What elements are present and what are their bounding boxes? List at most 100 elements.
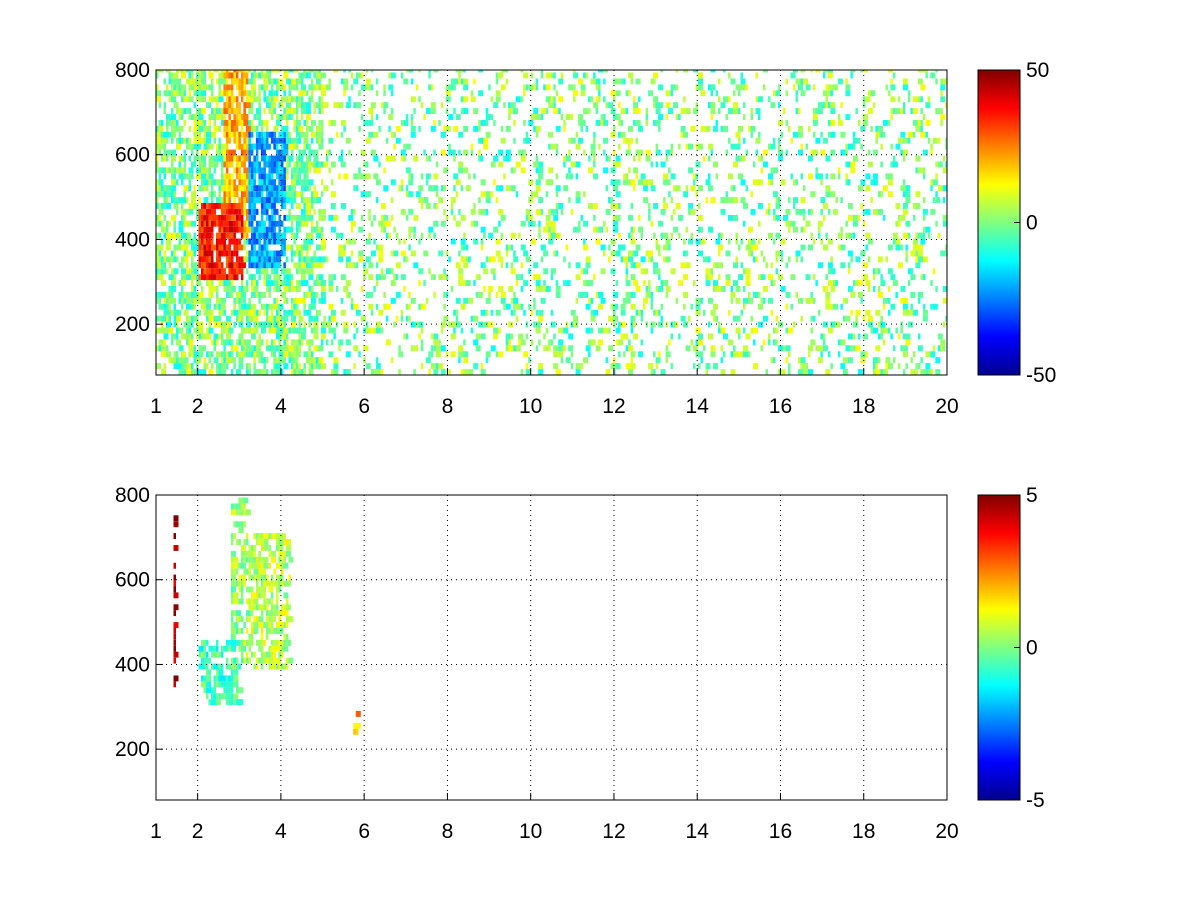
heatmap-cell — [625, 274, 629, 281]
heatmap-cell — [493, 102, 499, 109]
heatmap-cell — [817, 262, 823, 269]
heatmap-cell — [238, 286, 241, 292]
heatmap-cell — [208, 125, 211, 132]
heatmap-cell — [278, 167, 281, 174]
heatmap-cell — [633, 280, 639, 286]
heatmap-cell — [298, 256, 301, 263]
x-tick-label: 16 — [769, 395, 792, 418]
heatmap-cell — [235, 562, 239, 569]
heatmap-cell — [805, 363, 808, 369]
heatmap-cell — [925, 120, 931, 126]
heatmap-cell — [935, 161, 938, 168]
heatmap-cell — [892, 357, 896, 364]
heatmap-cell — [240, 120, 244, 126]
heatmap-cell — [243, 562, 246, 569]
heatmap-cell — [755, 72, 758, 79]
heatmap-cell — [285, 197, 291, 203]
heatmap-cell — [610, 238, 616, 245]
heatmap-cell — [220, 303, 226, 310]
heatmap-cell — [917, 191, 921, 198]
heatmap-cell — [348, 214, 354, 221]
heatmap-cell — [285, 191, 289, 198]
heatmap-cell — [215, 693, 219, 700]
heatmap-cell — [260, 639, 264, 646]
heatmap-cell — [173, 533, 176, 539]
heatmap-cell — [925, 131, 928, 138]
heatmap-cell — [186, 268, 189, 275]
heatmap-cell — [793, 131, 798, 138]
heatmap-cell — [235, 238, 239, 245]
heatmap-cell — [270, 574, 274, 581]
heatmap-cell — [635, 137, 639, 144]
heatmap-cell — [253, 574, 256, 581]
heatmap-cell — [790, 173, 793, 180]
heatmap-cell — [887, 309, 891, 316]
heatmap-cell — [255, 280, 259, 286]
heatmap-cell — [553, 363, 559, 369]
heatmap-cell — [800, 256, 803, 263]
heatmap-cell — [940, 345, 943, 352]
heatmap-cell — [573, 315, 579, 322]
heatmap-cell — [280, 645, 284, 652]
heatmap-cell — [198, 256, 201, 263]
heatmap-cell — [176, 120, 179, 126]
heatmap-cell — [917, 297, 921, 304]
heatmap-cell — [218, 84, 221, 91]
heatmap-cell — [523, 280, 529, 286]
heatmap-cell — [445, 250, 449, 257]
heatmap-cell — [315, 244, 321, 251]
heatmap-cell — [445, 274, 449, 281]
heatmap-cell — [250, 303, 256, 310]
heatmap-cell — [181, 232, 184, 239]
heatmap-cell — [753, 363, 758, 369]
heatmap-cell — [638, 309, 641, 316]
heatmap-cell — [318, 96, 321, 103]
heatmap-cell — [191, 333, 194, 340]
y-tick-label: 400 — [115, 228, 150, 251]
heatmap-cell — [375, 197, 379, 203]
heatmap-cell — [201, 244, 204, 251]
heatmap-cell — [373, 131, 379, 138]
heatmap-cell — [930, 179, 933, 186]
heatmap-cell — [308, 125, 314, 132]
heatmap-cell — [758, 220, 761, 227]
heatmap-cell — [845, 220, 848, 227]
heatmap-cell — [860, 297, 863, 304]
heatmap-cell — [500, 214, 506, 221]
heatmap-cell — [248, 315, 254, 322]
heatmap-cell — [775, 256, 778, 263]
heatmap-cell — [168, 357, 171, 364]
heatmap-cell — [932, 345, 936, 352]
heatmap-cell — [163, 102, 166, 109]
heatmap-cell — [805, 297, 811, 304]
heatmap-cell — [238, 699, 244, 706]
heatmap-cell — [193, 155, 199, 162]
heatmap-cell — [265, 280, 271, 286]
heatmap-cell — [308, 345, 311, 352]
heatmap-cell — [186, 208, 189, 215]
heatmap-cell — [253, 244, 256, 251]
heatmap-cell — [403, 155, 406, 162]
heatmap-cell — [510, 244, 514, 251]
heatmap-cell — [832, 268, 836, 275]
heatmap-cell — [495, 226, 499, 233]
heatmap-cell — [288, 639, 291, 646]
heatmap-cell — [700, 90, 706, 97]
heatmap-cell — [728, 238, 731, 245]
heatmap-cell — [773, 357, 776, 364]
heatmap-cell — [225, 167, 229, 174]
heatmap-cell — [203, 309, 206, 316]
heatmap-cell — [625, 345, 629, 352]
heatmap-cell — [930, 303, 933, 310]
heatmap-cell — [298, 90, 304, 97]
heatmap-cell — [380, 214, 384, 221]
heatmap-cell — [240, 327, 246, 334]
heatmap-cell — [862, 274, 868, 281]
heatmap-cell — [340, 161, 346, 168]
heatmap-cell — [238, 663, 241, 670]
heatmap-cell — [318, 143, 324, 150]
heatmap-cell — [905, 339, 911, 346]
heatmap-cell — [902, 78, 908, 85]
heatmap-cell — [230, 149, 236, 156]
